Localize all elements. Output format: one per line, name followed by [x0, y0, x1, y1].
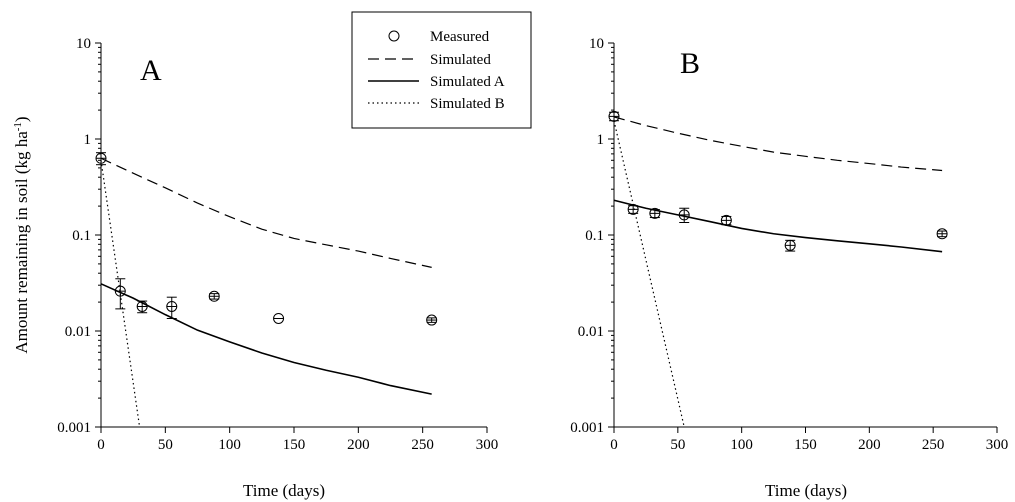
x-tick-label: 50	[670, 437, 685, 453]
panel-a-ticks: 0 50 100 150 200 250 300 0.001 0.01 0.1 1 10	[57, 36, 498, 453]
panel-a-letter: A	[140, 54, 162, 87]
y-tick-label: 0.01	[65, 324, 91, 340]
x-tick-label: 100	[218, 437, 241, 453]
series-line-simulated	[100, 157, 432, 268]
panel-b-points	[608, 110, 948, 252]
series-line-simulated	[613, 116, 943, 172]
panel-b-x-axis-title: Time (days)	[765, 481, 847, 500]
y-tick-label: 0.01	[578, 324, 604, 340]
y-tick-label: 1	[597, 132, 605, 148]
x-tick-label: 150	[794, 437, 817, 453]
series-line-simulated-a	[613, 199, 943, 253]
panel-a-points	[95, 152, 438, 326]
y-axis-title-sup: -1	[12, 122, 24, 131]
legend-marker-circle	[388, 30, 400, 42]
x-tick-label: 300	[986, 437, 1009, 453]
panel-b-lines	[613, 116, 943, 428]
x-tick-label: 100	[730, 437, 753, 453]
panel-b-ticks: 0 50 100 150 200 250 300 0.001 0.01 0.1 1 10	[570, 36, 1008, 453]
y-tick-label: 0.001	[570, 420, 604, 436]
y-tick-label: 10	[589, 36, 604, 52]
panel-a-y-axis-title: Amount remaining in soil (kg ha-1)	[12, 116, 31, 353]
x-tick-label: 250	[411, 437, 434, 453]
x-tick-label: 0	[610, 437, 618, 453]
y-tick-label: 0.001	[57, 420, 91, 436]
legend-label: Simulated B	[430, 96, 505, 112]
x-tick-label: 0	[97, 437, 105, 453]
panel-a-lines	[100, 157, 432, 428]
legend-label: Simulated	[430, 52, 491, 68]
y-axis-title-close: )	[12, 116, 31, 122]
y-tick-label: 10	[76, 36, 91, 52]
y-axis-title-main: Amount remaining in soil (kg ha	[12, 131, 31, 354]
legend-label: Measured	[430, 29, 490, 45]
series-line-simulated-a	[100, 283, 432, 395]
x-tick-label: 250	[922, 437, 945, 453]
x-tick-label: 200	[347, 437, 370, 453]
panel-b-letter: B	[680, 47, 700, 80]
panel-a-x-axis-title: Time (days)	[243, 481, 325, 500]
x-tick-label: 150	[283, 437, 306, 453]
y-tick-label: 1	[84, 132, 92, 148]
legend: Measured Simulated Simulated A Simulated B	[351, 11, 532, 129]
panel-a: A 0 50 100 150 200 250 300 0.001 0.01 0.1 1 10 Time…	[12, 36, 498, 500]
series-line-simulated-b	[613, 120, 685, 428]
panel-b: B 0 50 100 150 200 250 300 0.001 0.01 0.1 1 10 Time…	[570, 36, 1008, 500]
x-tick-label: 50	[158, 437, 173, 453]
panel-b-axes	[613, 43, 997, 428]
y-tick-label: 0.1	[585, 228, 604, 244]
x-tick-label: 200	[858, 437, 881, 453]
x-tick-label: 300	[476, 437, 499, 453]
legend-label: Simulated A	[430, 74, 505, 90]
y-tick-label: 0.1	[72, 228, 91, 244]
legend-box	[351, 11, 532, 129]
